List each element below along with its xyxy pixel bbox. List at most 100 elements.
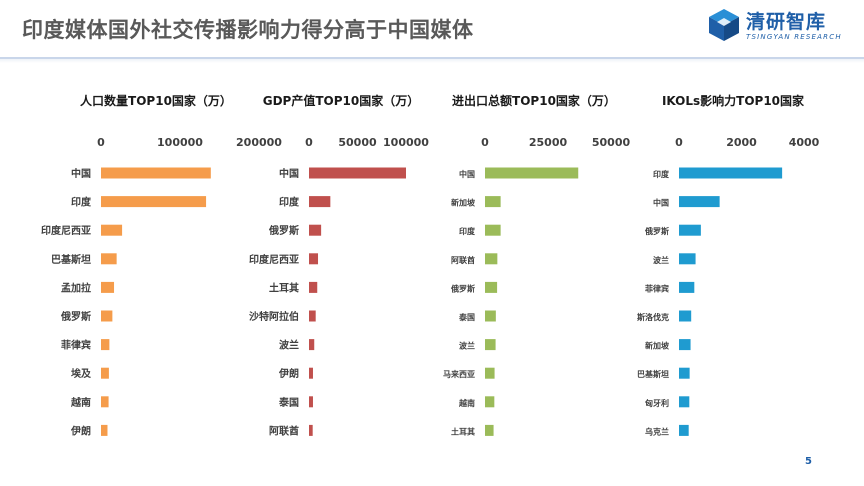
category-label: 俄罗斯 [268,224,299,237]
bar [309,167,406,179]
cube-logo-icon [709,9,739,41]
category-label: 中国 [279,167,299,180]
logo: 清研智库 TSINGYAN RESEARCH [708,6,858,46]
bar [101,396,109,408]
category-label: 泰国 [458,312,475,322]
logo-name: 清研智库 [746,11,827,33]
bar [485,310,496,322]
chart-title-trade: 进出口总额TOP10国家（万） [452,94,616,108]
bar [309,367,313,379]
bar [485,224,501,236]
bar [679,424,689,436]
chart-title-gdp: GDP产值TOP10国家（万） [262,94,420,108]
bar [309,339,315,351]
bar [485,339,496,351]
tick-label: 0 [675,136,683,149]
category-label: 越南 [70,396,91,409]
bar [101,281,115,293]
category-label: 俄罗斯 [644,226,669,236]
tick-label: 4000 [789,136,820,149]
category-label: 印度尼西亚 [41,224,91,237]
page-title: 印度媒体国外社交传播影响力得分高于中国媒体 [22,18,474,42]
category-label: 波兰 [459,341,475,351]
category-label: 阿联酋 [269,424,299,437]
bar [101,253,117,265]
category-label: 印度 [459,226,476,236]
tick-label: 50000 [592,136,631,149]
category-label: 泰国 [278,396,299,409]
category-label: 印度 [71,196,92,209]
category-label: 越南 [458,398,475,408]
chart-title-population: 人口数量TOP10国家（万） [80,94,232,108]
category-label: 孟加拉 [61,281,91,294]
category-label: 印度 [279,196,300,209]
tick-label: 25000 [529,136,568,149]
category-label: 新加坡 [451,198,476,208]
bar [485,253,498,265]
bar [485,396,495,408]
page-number: 5 [805,456,812,467]
bar [309,196,331,208]
bar [485,424,494,436]
category-label: 印度尼西亚 [249,253,299,266]
category-label: 菲律宾 [645,283,669,293]
tick-label: 100000 [157,136,203,149]
tick-label: 100000 [383,136,429,149]
category-label: 中国 [459,169,475,179]
category-label: 伊朗 [278,367,299,380]
category-label: 土耳其 [269,281,299,294]
bar [101,224,123,236]
bar [679,310,692,322]
bar [679,281,695,293]
category-label: 斯洛伐克 [637,312,669,322]
bar [309,224,322,236]
bar [679,339,691,351]
category-label: 埃及 [71,367,92,380]
category-label: 巴基斯坦 [637,369,669,379]
category-label: 沙特阿拉伯 [249,310,299,323]
category-label: 乌克兰 [645,426,669,436]
category-label: 马来西亚 [443,369,475,379]
category-label: 土耳其 [451,426,475,436]
title-divider-shadow [0,59,864,63]
bar [101,167,211,179]
title-divider [0,57,864,59]
category-label: 中国 [71,167,91,180]
category-label: 匈牙利 [644,398,669,408]
bar [309,281,318,293]
tick-label: 2000 [726,136,757,149]
category-label: 印度 [653,169,670,179]
category-label: 俄罗斯 [60,310,91,323]
logo-subtitle: TSINGYAN RESEARCH [746,33,842,41]
category-label: 巴基斯坦 [51,253,91,266]
tick-label: 50000 [338,136,377,149]
bar [679,396,690,408]
category-label: 俄罗斯 [450,283,475,293]
bar [309,396,313,408]
bar [101,339,110,351]
tick-label: 0 [305,136,313,149]
bar [101,310,113,322]
bar [485,281,498,293]
bar [485,196,501,208]
category-label: 波兰 [279,339,299,352]
tick-label: 0 [97,136,105,149]
bar [679,196,720,208]
bar [309,424,313,436]
bar [485,367,495,379]
category-label: 菲律宾 [61,339,91,352]
category-label: 阿联酋 [451,255,475,265]
bar [101,196,207,208]
bar [101,424,108,436]
category-label: 波兰 [653,255,669,265]
category-label: 中国 [653,198,669,208]
bar [101,367,109,379]
tick-label: 200000 [236,136,282,149]
bar [309,253,319,265]
category-label: 新加坡 [645,341,670,351]
bar [679,224,701,236]
chart-title-ikols: IKOLs影响力TOP10国家 [661,94,805,108]
bar [679,253,696,265]
bar [485,167,579,179]
